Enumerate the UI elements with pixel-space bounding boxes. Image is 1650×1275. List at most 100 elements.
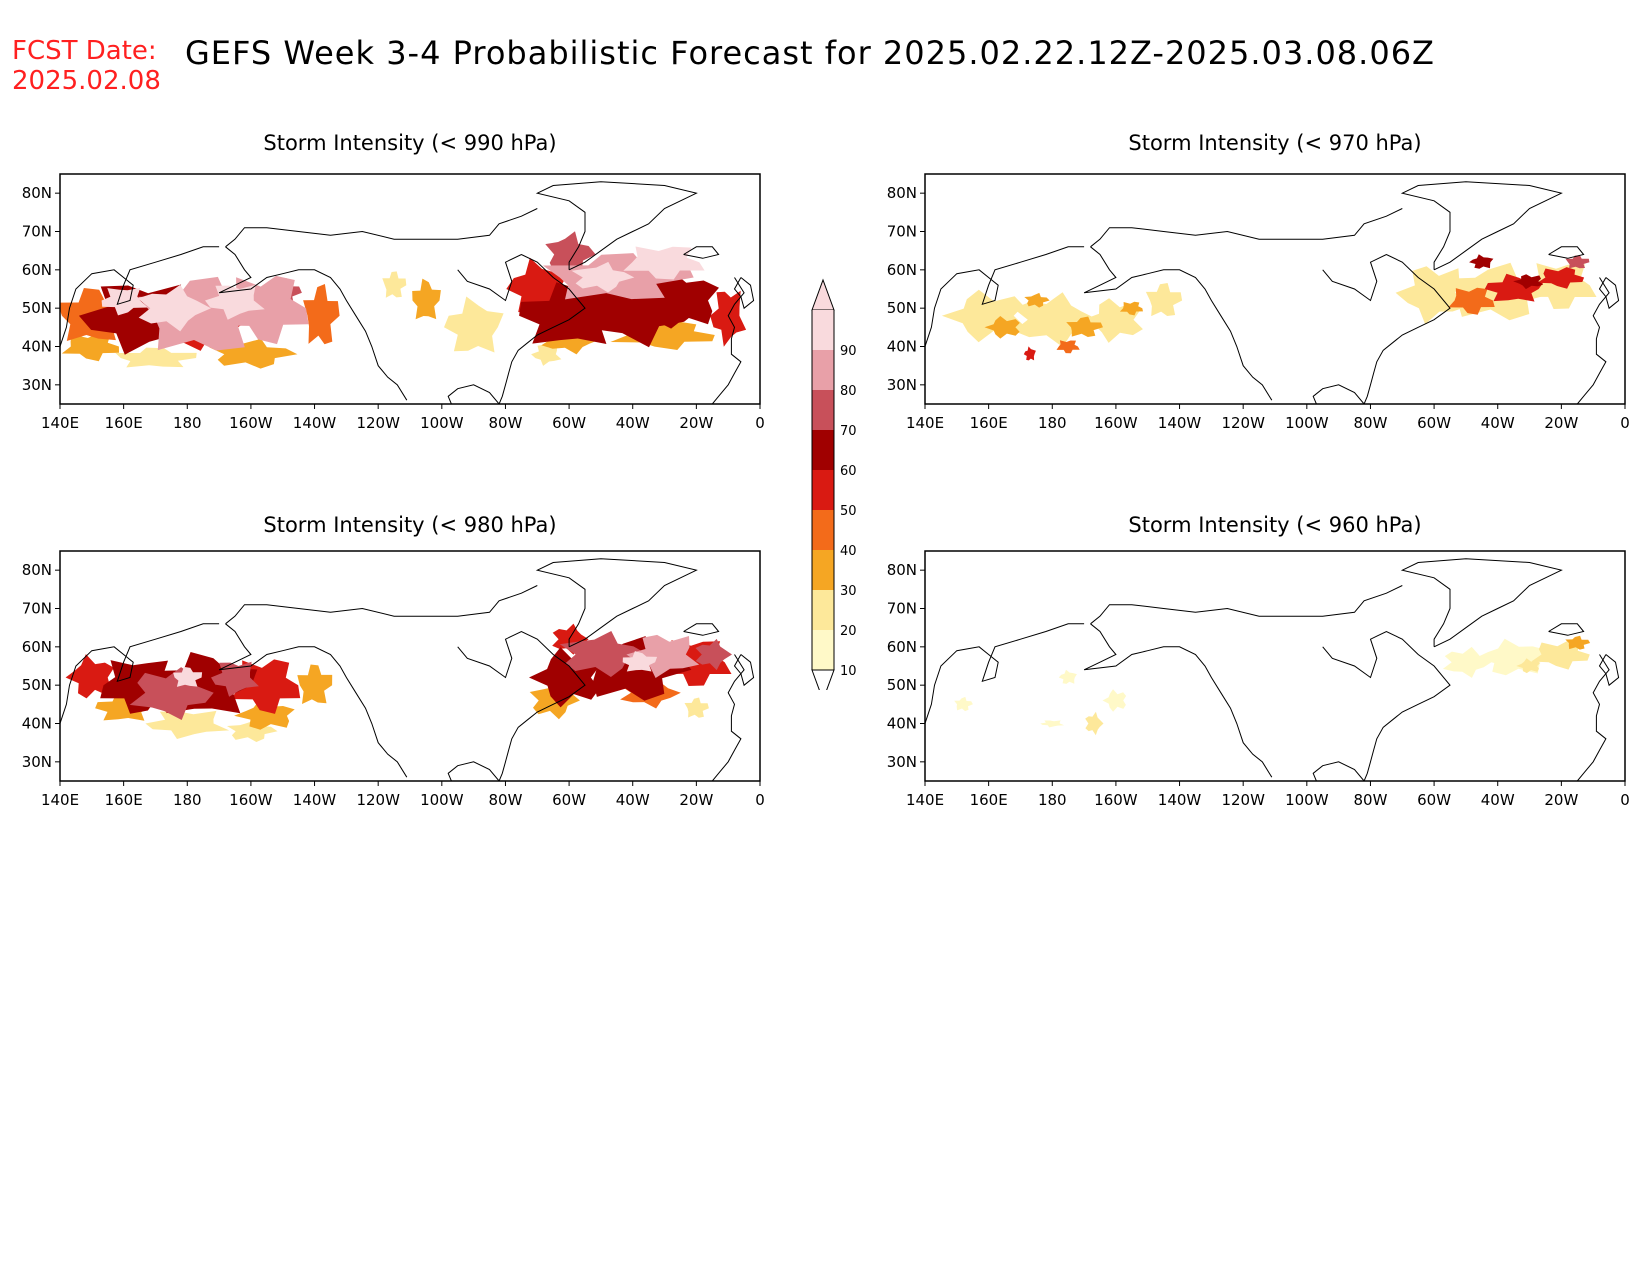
coastline <box>683 623 720 636</box>
probability-contour <box>1102 689 1127 712</box>
probability-contour <box>984 316 1020 339</box>
probability-contour <box>545 231 596 277</box>
lon-label: 100W <box>1285 791 1329 809</box>
colorbar-segment <box>812 630 834 670</box>
lon-label: 140W <box>293 414 337 432</box>
probability-contour <box>1448 287 1495 315</box>
probability-contour <box>412 278 441 320</box>
probability-contour <box>559 631 648 677</box>
map-panel-990: 80N 70N 60N 50N 40N 30N 140E 160E 180 160W 140W 120… <box>22 173 765 432</box>
lon-label: 20W <box>679 414 713 432</box>
lon-label: 140E <box>41 791 79 809</box>
lon-label: 100W <box>420 414 464 432</box>
probability-contour <box>297 664 333 704</box>
lon-label: 80W <box>488 414 522 432</box>
colorbar-label: 80 <box>840 384 857 399</box>
lon-label: 60W <box>552 791 586 809</box>
forecast-date-block: FCST Date: 2025.02.08 <box>12 36 161 96</box>
map-panel-980: 80N 70N 60N 50N 40N 30N 140E 160E 180 160W 140W 120… <box>22 550 765 809</box>
lat-label: 50N <box>887 676 917 694</box>
lat-label: 70N <box>22 223 52 241</box>
coastline <box>711 277 745 404</box>
probability-contour <box>1066 316 1103 337</box>
colorbar-segment <box>812 550 834 590</box>
coastline <box>1548 246 1585 259</box>
probability-contour <box>1013 292 1099 347</box>
lon-label: 20W <box>1544 791 1578 809</box>
lat-label: 40N <box>887 338 917 356</box>
lon-label: 140E <box>906 791 944 809</box>
lon-label: 40W <box>1481 791 1515 809</box>
probability-contour <box>531 344 562 366</box>
lon-label: 20W <box>1544 414 1578 432</box>
lat-label: 70N <box>887 223 917 241</box>
coastline <box>1598 277 1620 310</box>
coastline <box>447 761 500 781</box>
coastline <box>1576 654 1610 781</box>
lon-label: 0 <box>1620 414 1630 432</box>
colorbar-segment <box>812 430 834 470</box>
colorbar-label: 60 <box>840 464 857 479</box>
coastline <box>60 623 220 724</box>
lon-label: 60W <box>1417 414 1451 432</box>
colorbar-label: 30 <box>840 584 857 599</box>
coastline <box>711 654 745 781</box>
probability-contour <box>227 719 278 742</box>
probability-contour <box>303 284 340 345</box>
lon-label: 120W <box>1221 791 1265 809</box>
colorbar-top-arrow <box>811 278 835 311</box>
fcst-date: 2025.02.08 <box>12 66 161 96</box>
lat-label: 40N <box>887 715 917 733</box>
lat-label: 40N <box>22 338 52 356</box>
probability-contour <box>1024 292 1050 308</box>
map-panel-960: 80N 70N 60N 50N 40N 30N 140E 160E 180 160W 140W 120… <box>887 550 1630 809</box>
lon-label: 80W <box>1353 791 1387 809</box>
lat-label: 80N <box>887 561 917 579</box>
lon-label: 140E <box>41 414 79 432</box>
lon-label: 100W <box>420 791 464 809</box>
probability-contour <box>1085 711 1104 736</box>
colorbar-segment <box>812 390 834 430</box>
lat-label: 30N <box>887 753 917 771</box>
probability-contour <box>1531 640 1590 670</box>
probability-contour <box>234 700 295 730</box>
coastline <box>1090 585 1403 625</box>
lon-label: 140W <box>1158 791 1202 809</box>
lat-label: 80N <box>887 184 917 202</box>
lat-label: 30N <box>887 376 917 394</box>
lon-label: 180 <box>173 414 202 432</box>
lon-label: 60W <box>552 414 586 432</box>
lon-label: 140W <box>293 791 337 809</box>
colorbar-label: 20 <box>840 624 857 639</box>
coastline <box>1598 654 1620 687</box>
lon-label: 160E <box>970 791 1008 809</box>
probability-contour <box>1145 283 1183 317</box>
probability-contour <box>1537 267 1585 289</box>
panel-title-990: Storm Intensity (< 990 hPa) <box>263 131 557 155</box>
coastline <box>1083 623 1273 778</box>
probability-contour <box>571 261 635 293</box>
coastline <box>457 253 586 404</box>
lat-label: 60N <box>887 261 917 279</box>
colorbar-segment <box>812 590 834 630</box>
lat-label: 50N <box>22 676 52 694</box>
lon-label: 0 <box>755 414 765 432</box>
lon-label: 160W <box>229 791 273 809</box>
probability-contour <box>1056 340 1080 354</box>
fcst-label: FCST Date: <box>12 36 157 66</box>
coastline <box>1576 277 1610 404</box>
lon-label: 160W <box>229 414 273 432</box>
probability-contour <box>1513 274 1544 290</box>
probability-contour <box>211 661 259 697</box>
probability-contour <box>137 284 211 332</box>
lon-label: 80W <box>488 791 522 809</box>
probability-contour <box>695 638 732 671</box>
probability-contour <box>1469 254 1494 269</box>
coastline <box>733 277 755 310</box>
colorbar-bottom-arrow <box>811 669 835 690</box>
probability-contour <box>1119 301 1143 316</box>
probability-contour <box>710 290 747 347</box>
lon-label: 60W <box>1417 791 1451 809</box>
coastline <box>457 630 586 781</box>
probability-contour <box>1442 646 1492 678</box>
